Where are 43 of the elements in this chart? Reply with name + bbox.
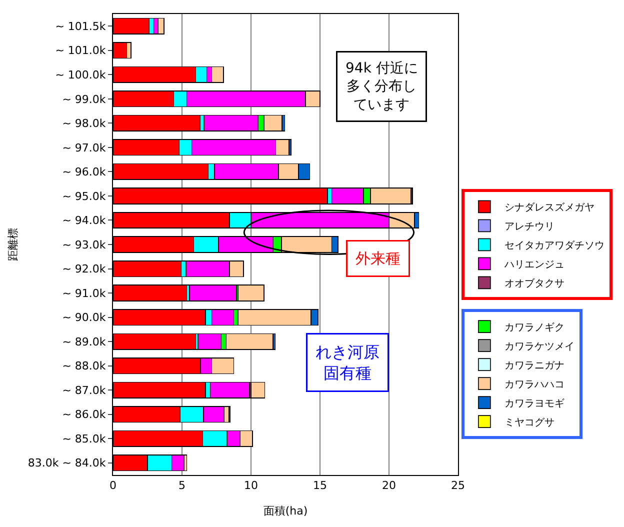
y-tick-label: ~ 89.0k	[62, 335, 106, 348]
y-tick-label: ~ 88.0k	[62, 360, 106, 373]
x-tick-label: 0	[110, 479, 116, 492]
annotation: 94k 付近に多く分布しています	[346, 60, 418, 113]
x-tick-label: 5	[178, 479, 186, 492]
x-tick-label: 15	[313, 479, 327, 492]
y-tick-label: ~ 86.0k	[62, 408, 106, 422]
annotation: 外来種	[356, 250, 400, 268]
x-tick-label: 20	[382, 479, 396, 492]
legend-label: オオブタクサ	[504, 278, 564, 290]
y-tick-label: ~ 96.0k	[62, 166, 106, 179]
x-tick-label: 10	[244, 479, 258, 492]
y-tick-label: ~ 92.0k	[62, 262, 106, 276]
y-tick-label: ~ 101.5k	[55, 20, 106, 33]
y-tick-label: ~ 98.0k	[62, 117, 106, 130]
legend-label: カワラケツメイ	[504, 341, 574, 352]
y-axis-title: 距離標	[6, 228, 20, 261]
legend-label: ハリエンジュ	[503, 260, 564, 271]
y-tick-label: ~ 94.0k	[62, 214, 106, 228]
y-tick-label: 83.0k ~ 84.0k	[28, 456, 106, 470]
y-tick-label: ~ 87.0k	[62, 384, 106, 397]
legend-label: カワラニガナ	[504, 360, 564, 372]
y-tick-label: ~ 97.0k	[62, 141, 106, 154]
bar	[197, 333, 222, 350]
y-tick-label: ~ 99.0k	[62, 92, 106, 106]
y-tick-label: ~ 100.0k	[55, 68, 106, 82]
x-axis-title: 面積(ha)	[263, 504, 308, 518]
y-tick-label: ~ 91.0k	[62, 286, 106, 300]
legend-label: カワラハハコ	[504, 379, 564, 390]
bar	[157, 18, 164, 34]
y-tick-label: ~ 101.0k	[55, 44, 106, 58]
y-tick-label: ~ 90.0k	[62, 311, 106, 324]
legend-label: アレチウリ	[504, 222, 554, 233]
y-tick-label: ~ 93.0k	[62, 238, 106, 252]
x-tick-label: 25	[451, 479, 465, 492]
y-tick-label: ~ 85.0k	[62, 432, 106, 446]
annotation: れき河原固有種	[316, 342, 380, 382]
legend-label: シナダレスズメガヤ	[504, 202, 594, 214]
y-tick-label: ~ 95.0k	[62, 190, 106, 203]
legend-label: カワラノギク	[504, 321, 564, 334]
legend-label: セイタカアワダチソウ	[504, 240, 604, 252]
legend-label: ミヤコグサ	[504, 417, 554, 428]
legend-label: カワラヨモギ	[504, 397, 564, 410]
